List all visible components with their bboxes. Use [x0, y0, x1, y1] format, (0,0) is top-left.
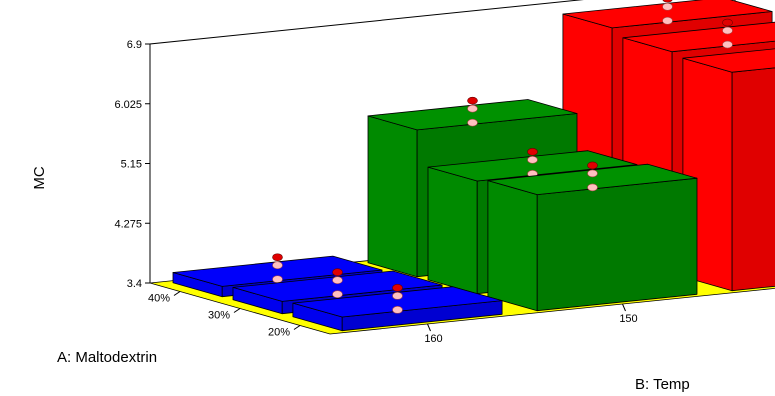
bar-face-side — [731, 67, 775, 292]
design-point-marker — [527, 148, 538, 156]
design-point-marker — [392, 306, 403, 314]
bar-face-top — [232, 270, 443, 302]
z2-tick-mark — [427, 323, 431, 332]
design-point-marker — [662, 0, 673, 3]
design-point-marker — [332, 290, 343, 299]
x-tick-label: 40% — [148, 293, 170, 305]
design-point-marker — [587, 183, 598, 192]
x-tick-mark — [173, 291, 181, 296]
bar — [292, 284, 503, 332]
z-axis-title: B: Temp — [635, 376, 690, 393]
bar-face-top — [292, 286, 503, 318]
bar — [487, 161, 698, 312]
bar-face-top — [487, 163, 698, 196]
bar-face-top — [622, 21, 775, 53]
bar-face-front — [427, 166, 478, 295]
bar-face-top — [172, 255, 383, 287]
design-point-marker — [587, 169, 598, 178]
design-point-marker — [587, 161, 598, 170]
x-tick-mark — [233, 308, 241, 313]
z-tick-label: 4.275 — [114, 218, 142, 230]
z-tick-label: 3.4 — [127, 278, 142, 290]
design-point-marker — [467, 96, 478, 105]
design-point-marker — [527, 156, 538, 164]
bar-face-side — [536, 177, 698, 312]
z-tick-label: 6.025 — [114, 99, 142, 111]
x-tick-label: 20% — [268, 327, 290, 339]
design-point-marker — [392, 292, 403, 300]
z-tick-label: 5.15 — [121, 159, 142, 171]
chart-bars — [172, 0, 775, 332]
design-point-marker — [467, 118, 478, 127]
design-point-marker — [332, 276, 343, 285]
x-axis-title: A: Maltodextrin — [57, 349, 157, 366]
z2-tick-mark — [622, 303, 626, 312]
design-point-marker — [332, 268, 343, 277]
bar-face-front — [367, 115, 418, 278]
temp-tick-label: 150 — [619, 313, 637, 325]
design-point-marker — [272, 275, 283, 284]
bar-face-top — [682, 48, 775, 73]
bar-face-top — [367, 99, 578, 131]
x-tick-label: 30% — [208, 310, 230, 322]
design-point-marker — [272, 261, 283, 270]
bar-face-top — [562, 0, 773, 29]
z-tick-label: 6.9 — [127, 39, 142, 51]
design-point-marker — [272, 253, 283, 262]
design-point-marker — [662, 16, 673, 25]
design-point-marker — [392, 284, 403, 292]
temp-tick-label: 160 — [424, 333, 442, 345]
design-point-marker — [467, 104, 478, 113]
y-axis-title: MC — [31, 166, 48, 189]
design-point-marker — [722, 18, 733, 27]
design-point-marker — [722, 40, 733, 49]
design-point-marker — [722, 26, 733, 35]
x-tick-mark — [293, 325, 301, 330]
bar-face-front — [487, 180, 538, 312]
bar-face-top — [427, 150, 638, 182]
design-point-marker — [662, 2, 673, 11]
